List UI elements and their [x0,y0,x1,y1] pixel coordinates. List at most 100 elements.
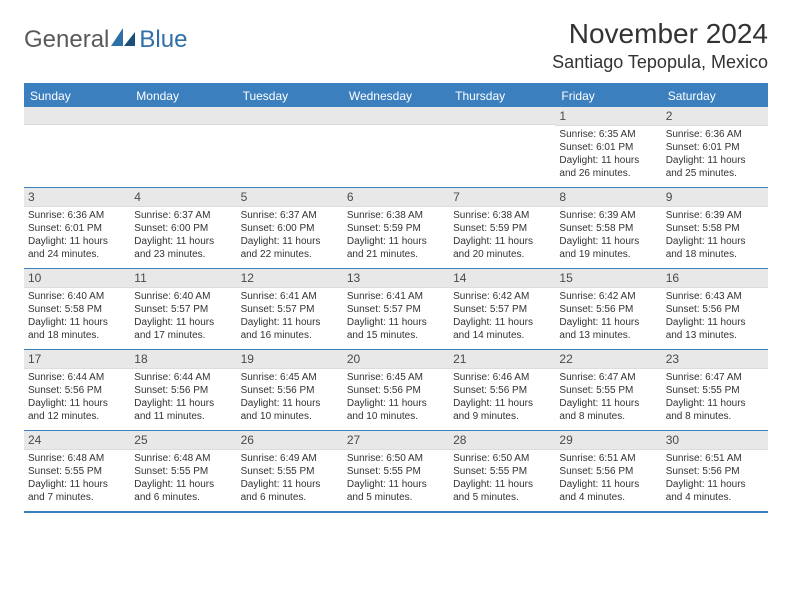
sunrise-text: Sunrise: 6:45 AM [347,371,445,384]
day-body: Sunrise: 6:42 AMSunset: 5:57 PMDaylight:… [449,288,555,346]
dayhead-tuesday: Tuesday [237,85,343,107]
day-number: 20 [343,350,449,369]
daylight-text: Daylight: 11 hours and 23 minutes. [134,235,232,261]
day-cell: 11 Sunrise: 6:40 AMSunset: 5:57 PMDayligh… [130,269,236,349]
sunset-text: Sunset: 5:57 PM [347,303,445,316]
day-body: Sunrise: 6:46 AMSunset: 5:56 PMDaylight:… [449,369,555,427]
day-number: 11 [130,269,236,288]
sunrise-text: Sunrise: 6:43 AM [666,290,764,303]
day-body: Sunrise: 6:48 AMSunset: 5:55 PMDaylight:… [130,450,236,508]
day-number: 21 [449,350,555,369]
daylight-text: Daylight: 11 hours and 11 minutes. [134,397,232,423]
week-row: 24Sunrise: 6:48 AMSunset: 5:55 PMDayligh… [24,431,768,513]
sunset-text: Sunset: 5:57 PM [134,303,232,316]
sunrise-text: Sunrise: 6:37 AM [134,209,232,222]
sunrise-text: Sunrise: 6:42 AM [453,290,551,303]
day-body: Sunrise: 6:39 AMSunset: 5:58 PMDaylight:… [662,207,768,265]
week-row: 1Sunrise: 6:35 AMSunset: 6:01 PMDaylight… [24,107,768,188]
day-number: 8 [555,188,661,207]
day-cell: 17Sunrise: 6:44 AMSunset: 5:56 PMDayligh… [24,350,130,430]
day-cell: 4Sunrise: 6:37 AMSunset: 6:00 PMDaylight… [130,188,236,268]
day-number: 19 [237,350,343,369]
sunset-text: Sunset: 5:55 PM [559,384,657,397]
daylight-text: Daylight: 11 hours and 5 minutes. [453,478,551,504]
sunrise-text: Sunrise: 6:36 AM [28,209,126,222]
sunset-text: Sunset: 6:00 PM [134,222,232,235]
daylight-text: Daylight: 11 hours and 4 minutes. [666,478,764,504]
day-header-row: Sunday Monday Tuesday Wednesday Thursday… [24,85,768,107]
sunrise-text: Sunrise: 6:51 AM [559,452,657,465]
day-number [343,107,449,125]
day-body: Sunrise: 6:40 AMSunset: 5:58 PMDaylight:… [24,288,130,346]
daylight-text: Daylight: 11 hours and 15 minutes. [347,316,445,342]
day-body: Sunrise: 6:51 AMSunset: 5:56 PMDaylight:… [662,450,768,508]
week-row: 10Sunrise: 6:40 AMSunset: 5:58 PMDayligh… [24,269,768,350]
daylight-text: Daylight: 11 hours and 13 minutes. [666,316,764,342]
day-cell: 20 Sunrise: 6:45 AMSunset: 5:56 PMDayligh… [343,350,449,430]
day-body: Sunrise: 6:38 AMSunset: 5:59 PMDaylight:… [343,207,449,265]
day-cell: 7Sunrise: 6:38 AMSunset: 5:59 PMDaylight… [449,188,555,268]
sunset-text: Sunset: 6:01 PM [28,222,126,235]
day-body: Sunrise: 6:41 AMSunset: 5:57 PMDaylight:… [237,288,343,346]
sunrise-text: Sunrise: 6:41 AM [347,290,445,303]
logo-text-general: General [24,26,109,54]
day-number [130,107,236,125]
page-title: November 2024 [552,18,768,50]
sunrise-text: Sunrise: 6:38 AM [347,209,445,222]
daylight-text: Daylight: 11 hours and 4 minutes. [559,478,657,504]
daylight-text: Daylight: 11 hours and 25 minutes. [666,154,764,180]
day-number: 29 [555,431,661,450]
day-number: 10 [24,269,130,288]
day-cell: 21Sunrise: 6:46 AMSunset: 5:56 PMDayligh… [449,350,555,430]
day-cell: 23Sunrise: 6:47 AMSunset: 5:55 PMDayligh… [662,350,768,430]
day-body: Sunrise: 6:45 AMSunset: 5:56 PMDaylight:… [237,369,343,427]
daylight-text: Daylight: 11 hours and 26 minutes. [559,154,657,180]
sunset-text: Sunset: 5:57 PM [241,303,339,316]
title-block: November 2024 Santiago Tepopula, Mexico [552,18,768,73]
day-body: Sunrise: 6:47 AMSunset: 5:55 PMDaylight:… [555,369,661,427]
sunset-text: Sunset: 5:55 PM [453,465,551,478]
daylight-text: Daylight: 11 hours and 8 minutes. [666,397,764,423]
sunset-text: Sunset: 5:55 PM [241,465,339,478]
day-body: Sunrise: 6:35 AMSunset: 6:01 PMDaylight:… [555,126,661,184]
day-body: Sunrise: 6:42 AMSunset: 5:56 PMDaylight:… [555,288,661,346]
sunrise-text: Sunrise: 6:48 AM [134,452,232,465]
day-number: 18 [130,350,236,369]
day-number [449,107,555,125]
day-number: 7 [449,188,555,207]
day-number: 27 [343,431,449,450]
sunset-text: Sunset: 5:56 PM [134,384,232,397]
day-body: Sunrise: 6:47 AMSunset: 5:55 PMDaylight:… [662,369,768,427]
day-cell: 19Sunrise: 6:45 AMSunset: 5:56 PMDayligh… [237,350,343,430]
day-number: 23 [662,350,768,369]
day-cell [343,107,449,187]
daylight-text: Daylight: 11 hours and 10 minutes. [347,397,445,423]
day-number: 3 [24,188,130,207]
page-header: General Blue November 2024 Santiago Tepo… [24,18,768,73]
day-body: Sunrise: 6:44 AMSunset: 5:56 PMDaylight:… [24,369,130,427]
sunrise-text: Sunrise: 6:36 AM [666,128,764,141]
sunset-text: Sunset: 5:59 PM [347,222,445,235]
day-number: 12 [237,269,343,288]
sunrise-text: Sunrise: 6:44 AM [134,371,232,384]
day-number: 25 [130,431,236,450]
dayhead-saturday: Saturday [662,85,768,107]
sunset-text: Sunset: 6:01 PM [559,141,657,154]
day-body: Sunrise: 6:50 AMSunset: 5:55 PMDaylight:… [343,450,449,508]
day-body: Sunrise: 6:38 AMSunset: 5:59 PMDaylight:… [449,207,555,265]
day-cell: 18 Sunrise: 6:44 AMSunset: 5:56 PMDayligh… [130,350,236,430]
sunset-text: Sunset: 5:56 PM [347,384,445,397]
day-cell: 8Sunrise: 6:39 AMSunset: 5:58 PMDaylight… [555,188,661,268]
daylight-text: Daylight: 11 hours and 17 minutes. [134,316,232,342]
day-number: 30 [662,431,768,450]
day-number: 13 [343,269,449,288]
sunrise-text: Sunrise: 6:41 AM [241,290,339,303]
day-cell [237,107,343,187]
sunrise-text: Sunrise: 6:47 AM [666,371,764,384]
daylight-text: Daylight: 11 hours and 6 minutes. [134,478,232,504]
sunrise-text: Sunrise: 6:39 AM [559,209,657,222]
daylight-text: Daylight: 11 hours and 22 minutes. [241,235,339,261]
sunrise-text: Sunrise: 6:40 AM [134,290,232,303]
daylight-text: Daylight: 11 hours and 10 minutes. [241,397,339,423]
week-row: 3 Sunrise: 6:36 AMSunset: 6:01 PM Daylight… [24,188,768,269]
